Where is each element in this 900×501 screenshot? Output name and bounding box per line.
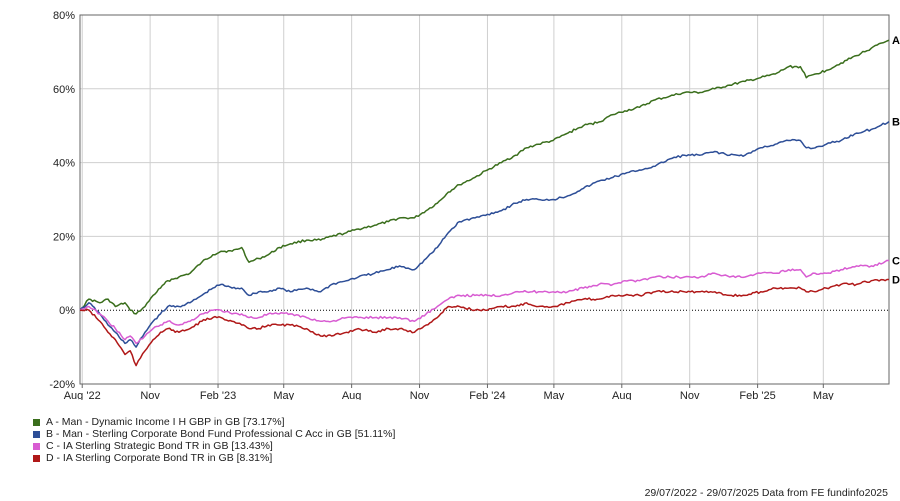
x-tick-label: Feb '24 [469, 390, 505, 400]
x-tick-label: Aug [612, 390, 632, 400]
legend-label-d: D - IA Sterling Corporate Bond TR in GB … [46, 452, 273, 464]
series-lines [79, 39, 890, 367]
x-tick-label: Nov [680, 390, 700, 400]
data-source-footer: 29/07/2022 - 29/07/2025 Data from FE fun… [644, 487, 888, 499]
y-tick-label: 40% [53, 158, 75, 170]
series-line-d [79, 278, 889, 367]
y-tick-label: 80% [53, 10, 75, 22]
legend-swatch-d [33, 454, 40, 462]
x-tick-label: May [543, 390, 564, 400]
legend-swatch-a [33, 418, 40, 426]
legend-item-a: A - Man - Dynamic Income I H GBP in GB [… [33, 416, 395, 428]
series-line-b [79, 121, 890, 348]
legend-swatch-b [33, 430, 40, 438]
grid [80, 14, 889, 385]
x-tick-label: Feb '23 [200, 390, 236, 400]
x-tick-label: Nov [140, 390, 160, 400]
plot-area-border [79, 14, 890, 385]
legend-item-b: B - Man - Sterling Corporate Bond Fund P… [33, 428, 395, 440]
legend-label-a: A - Man - Dynamic Income I H GBP in GB [… [46, 416, 285, 428]
series-line-a [79, 39, 890, 315]
series-line-c [79, 259, 890, 345]
legend-item-d: D - IA Sterling Corporate Bond TR in GB … [33, 452, 395, 464]
x-tick-label: May [813, 390, 834, 400]
series-end-labels: A B CD [892, 35, 900, 286]
x-tick-label: Nov [410, 390, 430, 400]
legend: A - Man - Dynamic Income I H GBP in GB [… [33, 416, 395, 464]
legend-label-c: C - IA Sterling Strategic Bond TR in GB … [46, 440, 273, 452]
x-tick-label: May [273, 390, 294, 400]
line-chart: -20% 0% 20% 40% 60% 80% Aug '22 Nov Feb '23 May Au… [49, 10, 900, 400]
legend-item-c: C - IA Sterling Strategic Bond TR in GB … [33, 440, 395, 452]
axes: -20% 0% 20% 40% 60% 80% Aug '22 Nov Feb '23 May Au… [49, 10, 834, 400]
y-tick-label: -20% [49, 379, 75, 391]
series-end-label-b: B [892, 117, 900, 129]
x-tick-label: Aug '22 [64, 390, 101, 400]
series-end-label-a: A [892, 35, 900, 47]
series-end-label-c: C [892, 256, 900, 268]
y-tick-label: 20% [53, 231, 75, 243]
legend-swatch-c [33, 442, 40, 450]
y-tick-label: 0% [59, 305, 75, 317]
x-tick-label: Aug [342, 390, 362, 400]
x-tick-label: Feb '25 [739, 390, 775, 400]
legend-label-b: B - Man - Sterling Corporate Bond Fund P… [46, 428, 396, 440]
series-end-label-d: D [892, 275, 900, 287]
y-tick-label: 60% [53, 84, 75, 96]
